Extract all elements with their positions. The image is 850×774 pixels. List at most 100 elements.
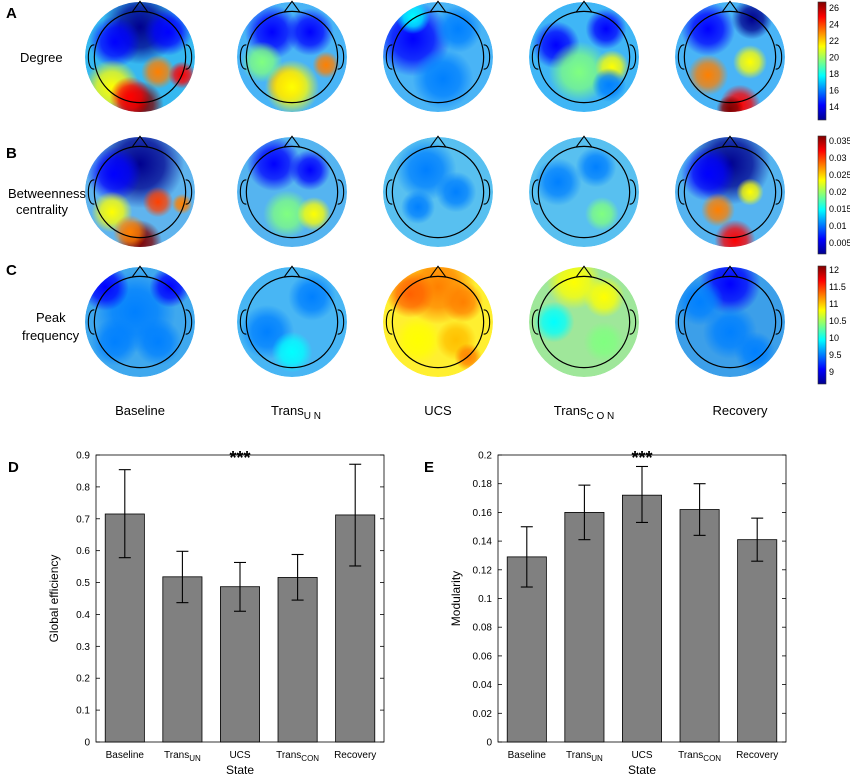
topomap-blob [435, 171, 477, 213]
topomap-fill [675, 2, 785, 112]
y-tick-label: 0.5 [76, 578, 90, 589]
head-outline [245, 145, 339, 239]
x-tick-label: TransUN [566, 750, 603, 763]
state-label: UCS [424, 403, 452, 418]
topomap [383, 135, 493, 247]
y-tick-label: 0.6 [76, 546, 90, 557]
colorbar-tick: 16 [829, 86, 839, 96]
topomap-blob [109, 76, 151, 112]
right-ear-outline [185, 309, 193, 335]
bar [564, 512, 605, 743]
topomap-blob [714, 219, 756, 247]
topomap-blob [733, 45, 767, 79]
colorbar-peak-frequency [817, 265, 827, 385]
topomap [85, 0, 195, 112]
left-ear-outline [677, 179, 685, 205]
topomap-fill [675, 137, 785, 247]
row-label-peak-2: frequency [22, 328, 80, 343]
topomap [383, 265, 493, 377]
topomap-blob [241, 41, 283, 83]
right-ear-outline [185, 179, 193, 205]
topomap-blob [680, 2, 736, 57]
colorbar-tick: 0.01 [829, 221, 847, 231]
x-tick-label: Recovery [334, 750, 376, 761]
right-ear-outline [629, 44, 637, 70]
x-tick-label: UCS [631, 750, 652, 761]
topomap-blob [401, 190, 435, 224]
head-outline [391, 10, 485, 104]
y-tick-label: 0.8 [76, 482, 90, 493]
topomap-blob [86, 146, 142, 202]
y-tick-label: 0.7 [76, 514, 90, 525]
y-tick-label: 0.08 [473, 623, 493, 634]
topomap-blob [134, 318, 182, 366]
topomap-blob [412, 48, 474, 110]
right-ear-outline [775, 309, 783, 335]
topomap-fill [237, 2, 347, 112]
state-label: TransC O N [554, 403, 615, 422]
colorbar-tick: 10.5 [829, 316, 847, 326]
head-outline [93, 10, 187, 104]
y-tick-label: 0.14 [473, 537, 493, 548]
colorbar-tick: 24 [829, 20, 839, 30]
nose-outline [131, 265, 149, 278]
colorbar-tick: 11 [829, 299, 838, 309]
topomap-blob [701, 193, 735, 227]
chart-global-efficiency: 0 0.1 0.2 0.3 0.4 0.5 0.6 0.7 0.8 0.9 Baseline Tran… [47, 448, 385, 774]
left-ear-outline [239, 44, 247, 70]
topomap-blob [533, 301, 575, 343]
topomap-blob [736, 178, 764, 206]
state-label: Recovery [713, 403, 768, 418]
x-tick-label: Recovery [736, 750, 778, 761]
topomap-blob [585, 8, 627, 50]
y-tick-label: 0.1 [76, 706, 90, 717]
topomap [529, 0, 639, 112]
topomap-fill [529, 137, 639, 247]
topomap-blob [246, 137, 302, 192]
topomap-blob [731, 2, 773, 40]
left-ear-outline [531, 179, 539, 205]
panel-label-c: C [6, 262, 17, 279]
topomap-grid [85, 0, 785, 377]
state-labels: Baseline TransU N UCS TransC O N Recover… [115, 403, 768, 422]
topomap-blob [286, 8, 334, 56]
colorbar-tick: 12 [829, 265, 839, 275]
panel-label-a: A [6, 5, 17, 22]
colorbar-tick: 9.5 [829, 350, 842, 360]
topomap-fill [383, 137, 493, 247]
topomap [85, 135, 195, 247]
row-label-peak-1: Peak [36, 310, 66, 325]
row-label-betweenness-2: centrality [16, 202, 69, 217]
topomap [85, 265, 195, 377]
right-ear-outline [775, 179, 783, 205]
colorbar-tick: 0.015 [829, 204, 850, 214]
head-outline [391, 275, 485, 369]
x-tick-label: TransUN [164, 750, 201, 763]
topomap [237, 265, 347, 377]
x-tick-label: Baseline [508, 750, 547, 761]
nose-outline [283, 265, 301, 278]
colorbar-tick: 26 [829, 3, 839, 13]
left-ear-outline [87, 44, 95, 70]
right-ear-outline [483, 44, 491, 70]
topomap-fill [85, 267, 195, 377]
topomap-blob [583, 276, 625, 318]
x-tick-label: Baseline [106, 750, 145, 761]
head-outline [537, 10, 631, 104]
topomap [237, 0, 347, 112]
head-outline [93, 275, 187, 369]
colorbar-tick: 0.025 [829, 170, 850, 180]
left-ear-outline [239, 309, 247, 335]
y-tick-label: 0 [84, 738, 90, 749]
topomap-blob [585, 197, 619, 231]
topomap-blob [442, 281, 484, 323]
topomap-blob [141, 55, 175, 89]
x-tick-label: TransCON [276, 750, 319, 763]
topomap-fill [85, 2, 195, 112]
topomap-blob [592, 68, 626, 102]
y-tick-label: 0.16 [473, 508, 493, 519]
colorbar-tick: 0.03 [829, 153, 847, 163]
head-outline [391, 145, 485, 239]
topomap-blob [680, 146, 736, 202]
bar [506, 556, 547, 743]
